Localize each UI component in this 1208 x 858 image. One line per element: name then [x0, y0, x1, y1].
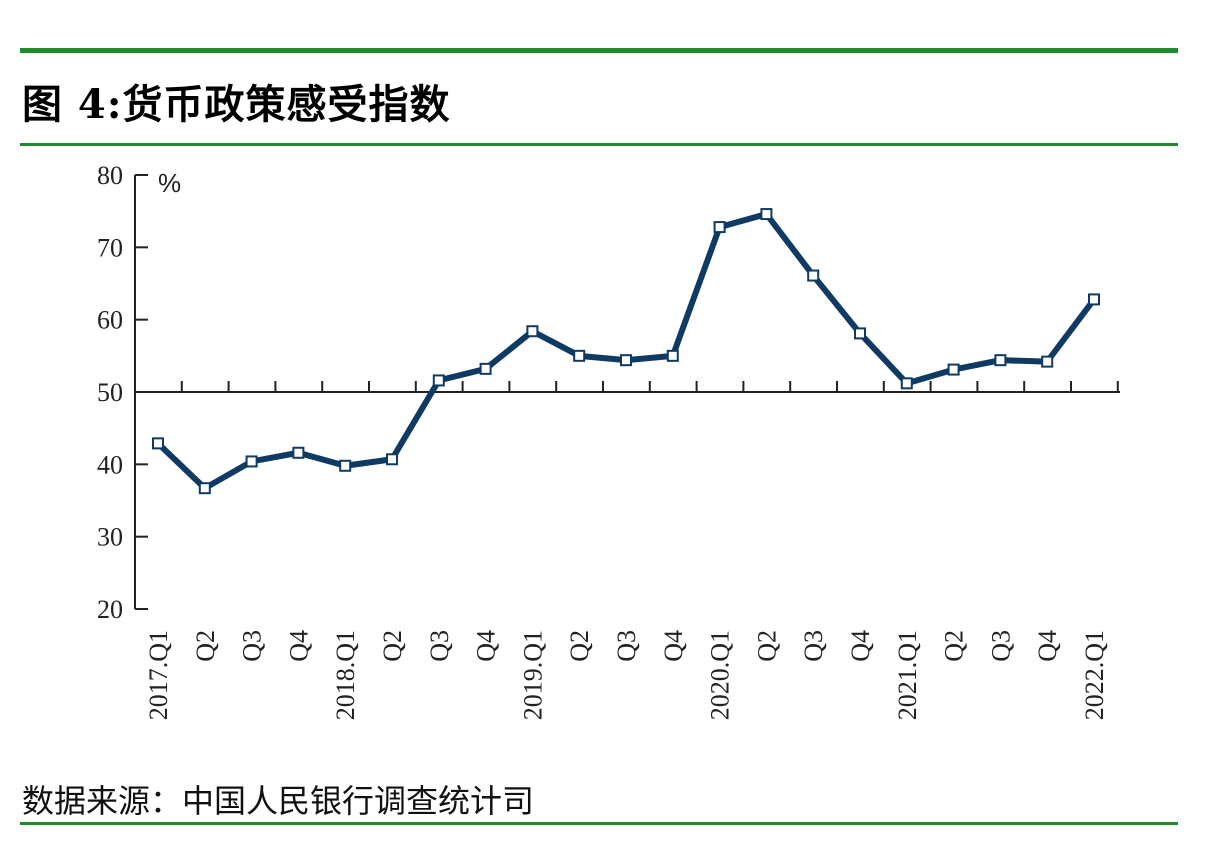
- data-point: [198, 482, 211, 495]
- data-point: [292, 446, 305, 459]
- x-tick-label: 2017.Q1: [144, 630, 173, 720]
- data-point: [900, 377, 913, 390]
- y-tick-label: 80: [97, 161, 123, 190]
- y-tick-label: 40: [97, 450, 123, 479]
- data-point: [152, 437, 164, 450]
- data-point: [620, 354, 632, 367]
- data-point: [1088, 293, 1100, 306]
- x-tick-label: Q4: [1033, 630, 1062, 662]
- x-tick-label: 2019.Q1: [518, 630, 547, 720]
- series-line-group: [152, 208, 1100, 495]
- data-point: [807, 269, 820, 282]
- title-rule: [20, 143, 1178, 146]
- data-point: [666, 349, 679, 362]
- source-note: 数据来源：中国人民银行调查统计司: [22, 782, 535, 820]
- x-tick-label: Q3: [799, 630, 828, 662]
- data-point: [713, 221, 726, 234]
- data-point: [573, 349, 586, 362]
- y-axis: 20 30 40 50 60 70 80: [97, 161, 148, 624]
- x-tick-label: Q4: [846, 630, 875, 662]
- data-point: [432, 374, 445, 387]
- y-tick-label: 30: [97, 523, 123, 552]
- x-tick-label: Q3: [612, 630, 641, 662]
- x-tick-label: Q2: [191, 630, 220, 662]
- data-point: [526, 325, 539, 338]
- x-tick-label: 2022.Q1: [1080, 630, 1109, 720]
- x-tick-label: Q3: [986, 630, 1015, 662]
- data-point: [947, 363, 960, 376]
- x-tick-label: Q4: [284, 630, 313, 662]
- y-tick-label: 50: [97, 378, 123, 407]
- data-point: [760, 208, 773, 221]
- x-tick-label: 2020.Q1: [706, 630, 735, 720]
- top-rule: [20, 48, 1178, 53]
- data-point: [386, 453, 398, 466]
- x-tick-label: 2018.Q1: [331, 630, 360, 720]
- data-point: [994, 354, 1007, 367]
- y-unit-label: %: [158, 168, 181, 198]
- data-point: [245, 455, 258, 468]
- x-tick-label: Q2: [752, 630, 781, 662]
- x-tick-label: Q2: [565, 630, 594, 662]
- data-point: [339, 459, 352, 472]
- x-axis: 2017.Q1 Q2 Q3 Q4 2018.Q1 Q2 Q3 Q4 2019.Q1 Q2 Q3 Q4 2…: [134, 381, 1120, 720]
- x-tick-label: Q4: [472, 630, 501, 662]
- data-point: [1041, 355, 1054, 368]
- y-tick-label: 70: [97, 233, 123, 262]
- y-tick-label: 20: [97, 595, 123, 624]
- x-tick-label: Q3: [425, 630, 454, 662]
- x-tick-label: Q4: [659, 630, 688, 662]
- x-tick-label: Q2: [940, 630, 969, 662]
- x-tick-label: Q2: [378, 630, 407, 662]
- x-tick-label: Q3: [238, 630, 267, 662]
- chart-title: 图 4:货币政策感受指数: [22, 81, 451, 128]
- y-tick-label: 60: [97, 306, 123, 335]
- data-point: [479, 362, 492, 375]
- bottom-rule: [20, 822, 1178, 825]
- x-tick-label: 2021.Q1: [893, 630, 922, 720]
- data-point: [854, 327, 866, 340]
